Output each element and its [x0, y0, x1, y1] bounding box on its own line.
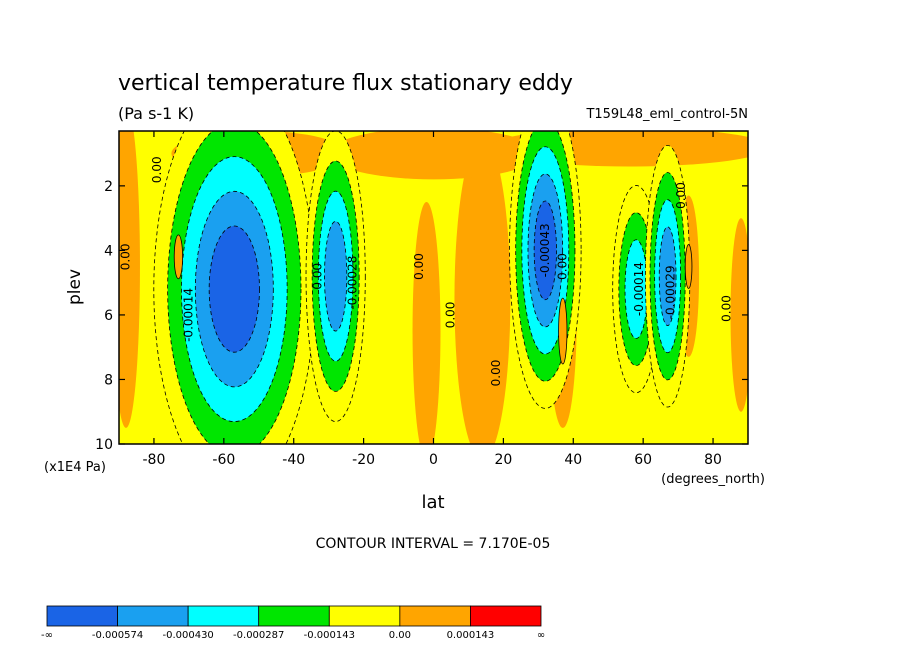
y-axis-ticks: 2 4 6 8 10: [95, 179, 748, 453]
colorbar-label: -0.000287: [233, 630, 284, 641]
colorbar-label: ∞: [537, 630, 545, 641]
y-tick-label: 6: [104, 308, 113, 324]
chart-title: vertical temperature flux stationary edd…: [118, 71, 573, 96]
negative-contour: [208, 225, 260, 353]
contour-label: -0.00028: [346, 256, 360, 310]
colorbar-swatch: [399, 605, 471, 627]
x-axis-units: (degrees_north): [661, 472, 765, 487]
contour-label: 0.00: [489, 360, 503, 387]
contour-label: -0.00029: [664, 265, 678, 319]
x-tick-label: -20: [352, 452, 375, 468]
contour-label-layer: 0.00 0.00 -0.00014 0.00 -0.00028 0.00 0.00 0.00…: [118, 156, 734, 387]
x-tick-label: 40: [564, 452, 582, 468]
contour-label: 0.00: [118, 243, 132, 270]
colorbar: -∞ -0.000574 -0.000430 -0.000287 -0.000143 0.…: [41, 605, 545, 641]
x-tick-label: 80: [704, 452, 722, 468]
contour-label: 0.00: [443, 302, 457, 329]
contour-label: 0.00: [555, 253, 569, 280]
colorbar-label: 0.00: [389, 630, 411, 641]
colorbar-label: -∞: [41, 630, 53, 641]
colorbar-swatch: [328, 605, 401, 627]
colorbar-label: -0.000430: [162, 630, 213, 641]
x-tick-label: -80: [143, 452, 166, 468]
colorbar-swatch: [187, 605, 260, 627]
colorbar-label: -0.000143: [304, 630, 355, 641]
y-axis-label: plev: [65, 269, 85, 305]
contour-label: 0.00: [412, 253, 426, 280]
colorbar-swatch: [470, 605, 542, 627]
positive-region: [119, 131, 140, 428]
contour-label: -0.00014: [632, 262, 646, 316]
colorbar-swatch: [258, 605, 330, 627]
x-axis-ticks: -80 -60 -40 -20 0 20 40 60 80: [143, 131, 722, 468]
y-tick-label: 8: [104, 372, 113, 388]
negative-contour: [533, 200, 557, 301]
x-tick-label: 0: [429, 452, 438, 468]
contour-label: 0.00: [720, 295, 734, 322]
contour-fill-layer: [119, 131, 748, 444]
contour-label: 0.00: [150, 156, 164, 183]
negative-contour: [658, 226, 677, 326]
positive-contour: [558, 297, 568, 365]
positive-region: [412, 202, 441, 444]
contour-interval-text: CONTOUR INTERVAL = 7.170E-05: [316, 536, 551, 552]
x-tick-label: 20: [494, 452, 512, 468]
colorbar-label: 0.000143: [447, 630, 495, 641]
positive-region: [730, 218, 748, 412]
y-axis-units: (x1E4 Pa): [44, 460, 106, 475]
y-tick-label: 10: [95, 437, 113, 453]
x-tick-label: -40: [282, 452, 305, 468]
x-tick-label: -60: [212, 452, 235, 468]
y-tick-label: 2: [104, 179, 113, 195]
negative-contour: [324, 220, 348, 332]
contour-label: -0.00014: [181, 288, 195, 342]
colorbar-swatch: [46, 605, 118, 627]
colorbar-swatch: [117, 605, 189, 627]
x-axis-label: lat: [421, 492, 444, 513]
y-tick-label: 4: [104, 243, 113, 259]
positive-contour: [173, 234, 183, 280]
contour-label: -0.00043: [538, 223, 552, 277]
dataset-label: T159L48_eml_control-5N: [585, 107, 748, 122]
colorbar-label: -0.000574: [92, 630, 143, 641]
x-tick-label: 60: [634, 452, 652, 468]
positive-region: [454, 137, 511, 444]
positive-region: [328, 131, 539, 180]
contour-label: 0.00: [311, 263, 325, 290]
plot-area: 0.00 0.00 -0.00014 0.00 -0.00028 0.00 0.00 0.00…: [118, 130, 749, 445]
units-label: (Pa s-1 K): [118, 104, 194, 123]
contour-label: 0.00: [674, 182, 688, 209]
positive-contour: [684, 244, 693, 289]
